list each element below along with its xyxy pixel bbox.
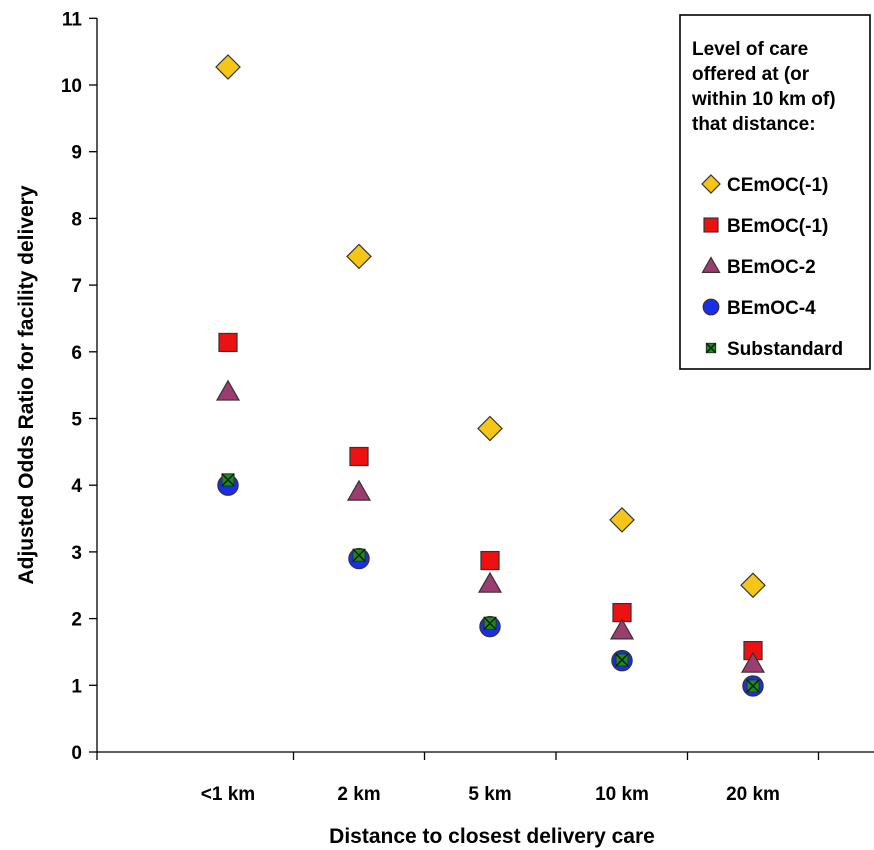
data-point <box>740 651 766 673</box>
series-bemoc-2 <box>215 379 766 673</box>
legend-title-line: within 10 km of) <box>691 89 836 110</box>
y-tick-label: 7 <box>71 276 82 297</box>
legend-marker <box>705 342 717 354</box>
data-point <box>346 243 372 270</box>
x-tick-label: <1 km <box>201 784 255 805</box>
data-point <box>477 571 503 593</box>
data-point <box>740 572 766 599</box>
legend-marker <box>701 174 721 194</box>
y-tick-label: 5 <box>71 410 82 431</box>
series-substandard <box>221 473 760 693</box>
y-tick-label: 6 <box>71 343 82 364</box>
y-tick-label: 8 <box>71 209 82 230</box>
x-tick-label: 2 km <box>337 784 380 805</box>
legend-label: Substandard <box>727 339 843 360</box>
y-tick-label: 1 <box>71 676 82 697</box>
data-point <box>349 446 369 467</box>
x-tick-label: 10 km <box>595 784 649 805</box>
legend-label: BEmOC-4 <box>727 298 816 319</box>
x-tick-label: 20 km <box>726 784 780 805</box>
data-point <box>346 479 372 501</box>
data-point <box>221 473 235 487</box>
data-point <box>483 616 497 630</box>
legend-title-line: offered at (or <box>692 64 810 85</box>
legend-label: BEmOC-2 <box>727 257 816 278</box>
data-point <box>746 679 760 693</box>
legend-marker <box>703 217 719 233</box>
y-tick-label: 4 <box>71 476 82 497</box>
legend-title-line: that distance: <box>692 114 816 135</box>
series-bemoc-1 <box>218 332 763 661</box>
x-axis-ticks: <1 km 2 km 5 km 10 km 20 km <box>96 752 820 805</box>
y-tick-label: 0 <box>71 743 82 764</box>
data-points <box>215 54 766 697</box>
data-point <box>477 415 503 442</box>
y-axis-ticks: 0 1 2 3 4 5 6 7 8 9 10 11 <box>61 9 97 764</box>
data-point <box>218 332 238 353</box>
legend-marker <box>702 298 720 316</box>
series-cemoc-1 <box>215 54 766 599</box>
data-point <box>215 54 241 80</box>
legend: Level of care offered at (or within 10 km … <box>679 14 871 370</box>
y-tick-label: 3 <box>71 543 82 564</box>
y-axis-title: Adjusted Odds Ratio for facility deliver… <box>15 185 38 584</box>
x-axis-title: Distance to closest delivery care <box>329 825 655 848</box>
legend-label: CEmOC(-1) <box>727 175 828 196</box>
x-tick-label: 5 km <box>468 784 511 805</box>
data-point <box>480 550 500 571</box>
y-tick-label: 2 <box>71 610 82 631</box>
y-tick-label: 11 <box>62 9 83 30</box>
legend-label: BEmOC(-1) <box>727 216 828 237</box>
data-point <box>215 379 241 401</box>
legend-title-line: Level of care <box>692 39 808 60</box>
data-point <box>615 653 629 667</box>
data-point <box>352 548 366 562</box>
data-point <box>609 507 635 533</box>
axes <box>96 18 874 753</box>
y-tick-label: 9 <box>71 143 82 164</box>
legend-marker <box>701 256 721 273</box>
data-point <box>609 618 635 640</box>
y-tick-label: 10 <box>61 76 82 97</box>
